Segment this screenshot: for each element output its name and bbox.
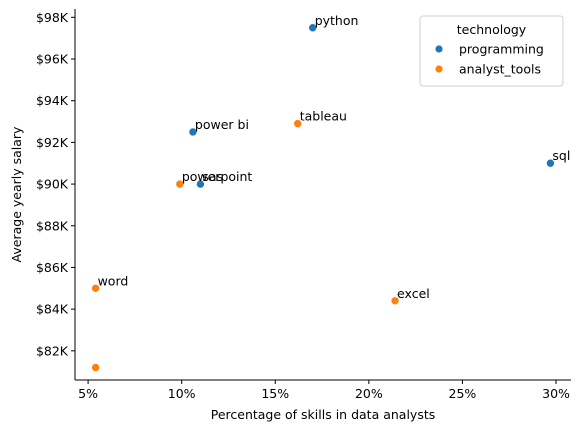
legend-marker-programming [435, 45, 443, 53]
data-point-sql [546, 158, 555, 168]
point-label-tableau: tableau [300, 109, 347, 124]
data-point-tableau [293, 119, 303, 128]
y-tick-label: $88K [36, 218, 69, 233]
data-point-unlabeled [91, 363, 100, 372]
x-tick-label: 15% [261, 386, 289, 401]
y-tick-label: $86K [36, 260, 69, 275]
point-label-python: python [315, 13, 359, 28]
y-tick-label: $92K [36, 135, 69, 150]
x-axis-ticks: 5% 10% 15% 20% 25% 30% [78, 380, 570, 401]
y-tick-label: $98K [36, 10, 69, 25]
legend-entry-analyst-tools: analyst_tools [459, 62, 541, 77]
legend-entry-programming: programming [459, 42, 544, 57]
y-tick-label: $90K [36, 177, 69, 192]
data-point-python [308, 23, 318, 33]
legend-title: technology [457, 22, 527, 37]
point-label-sas: sas [202, 169, 223, 184]
legend: technology programming analyst_tools [419, 15, 564, 87]
y-tick-label: $84K [36, 302, 69, 317]
x-axis-label: Percentage of skills in data analysts [211, 407, 436, 422]
x-tick-label: 20% [355, 386, 383, 401]
data-point-excel [390, 296, 400, 306]
y-tick-label: $96K [36, 52, 69, 67]
x-tick-label: 10% [168, 386, 196, 401]
point-label-sql: sql [552, 148, 570, 163]
legend-marker-analyst-tools [435, 65, 443, 73]
data-point-word [91, 283, 100, 293]
point-label-power-bi: power bi [195, 117, 249, 132]
y-axis-label: Average yearly salary [9, 126, 24, 262]
data-point-sas [196, 179, 205, 189]
legend-box [419, 15, 564, 87]
x-tick-label: 30% [542, 386, 570, 401]
data-points [91, 23, 555, 372]
data-point-power-bi [188, 127, 198, 137]
point-label-powerpoint: powerpoint [182, 169, 253, 184]
y-tick-label: $94K [36, 93, 69, 108]
y-axis-ticks: $82K $84K $86K $88K $90K $92K $94K $96K $98K [36, 10, 75, 358]
x-tick-label: 25% [449, 386, 477, 401]
data-point-labels: python sql power bi sas tableau powerpoint wor… [98, 13, 571, 301]
point-label-excel: excel [397, 286, 430, 301]
data-point-powerpoint [175, 179, 185, 189]
point-label-word: word [98, 273, 129, 288]
x-tick-label: 5% [78, 386, 98, 401]
y-tick-label: $82K [36, 343, 69, 358]
